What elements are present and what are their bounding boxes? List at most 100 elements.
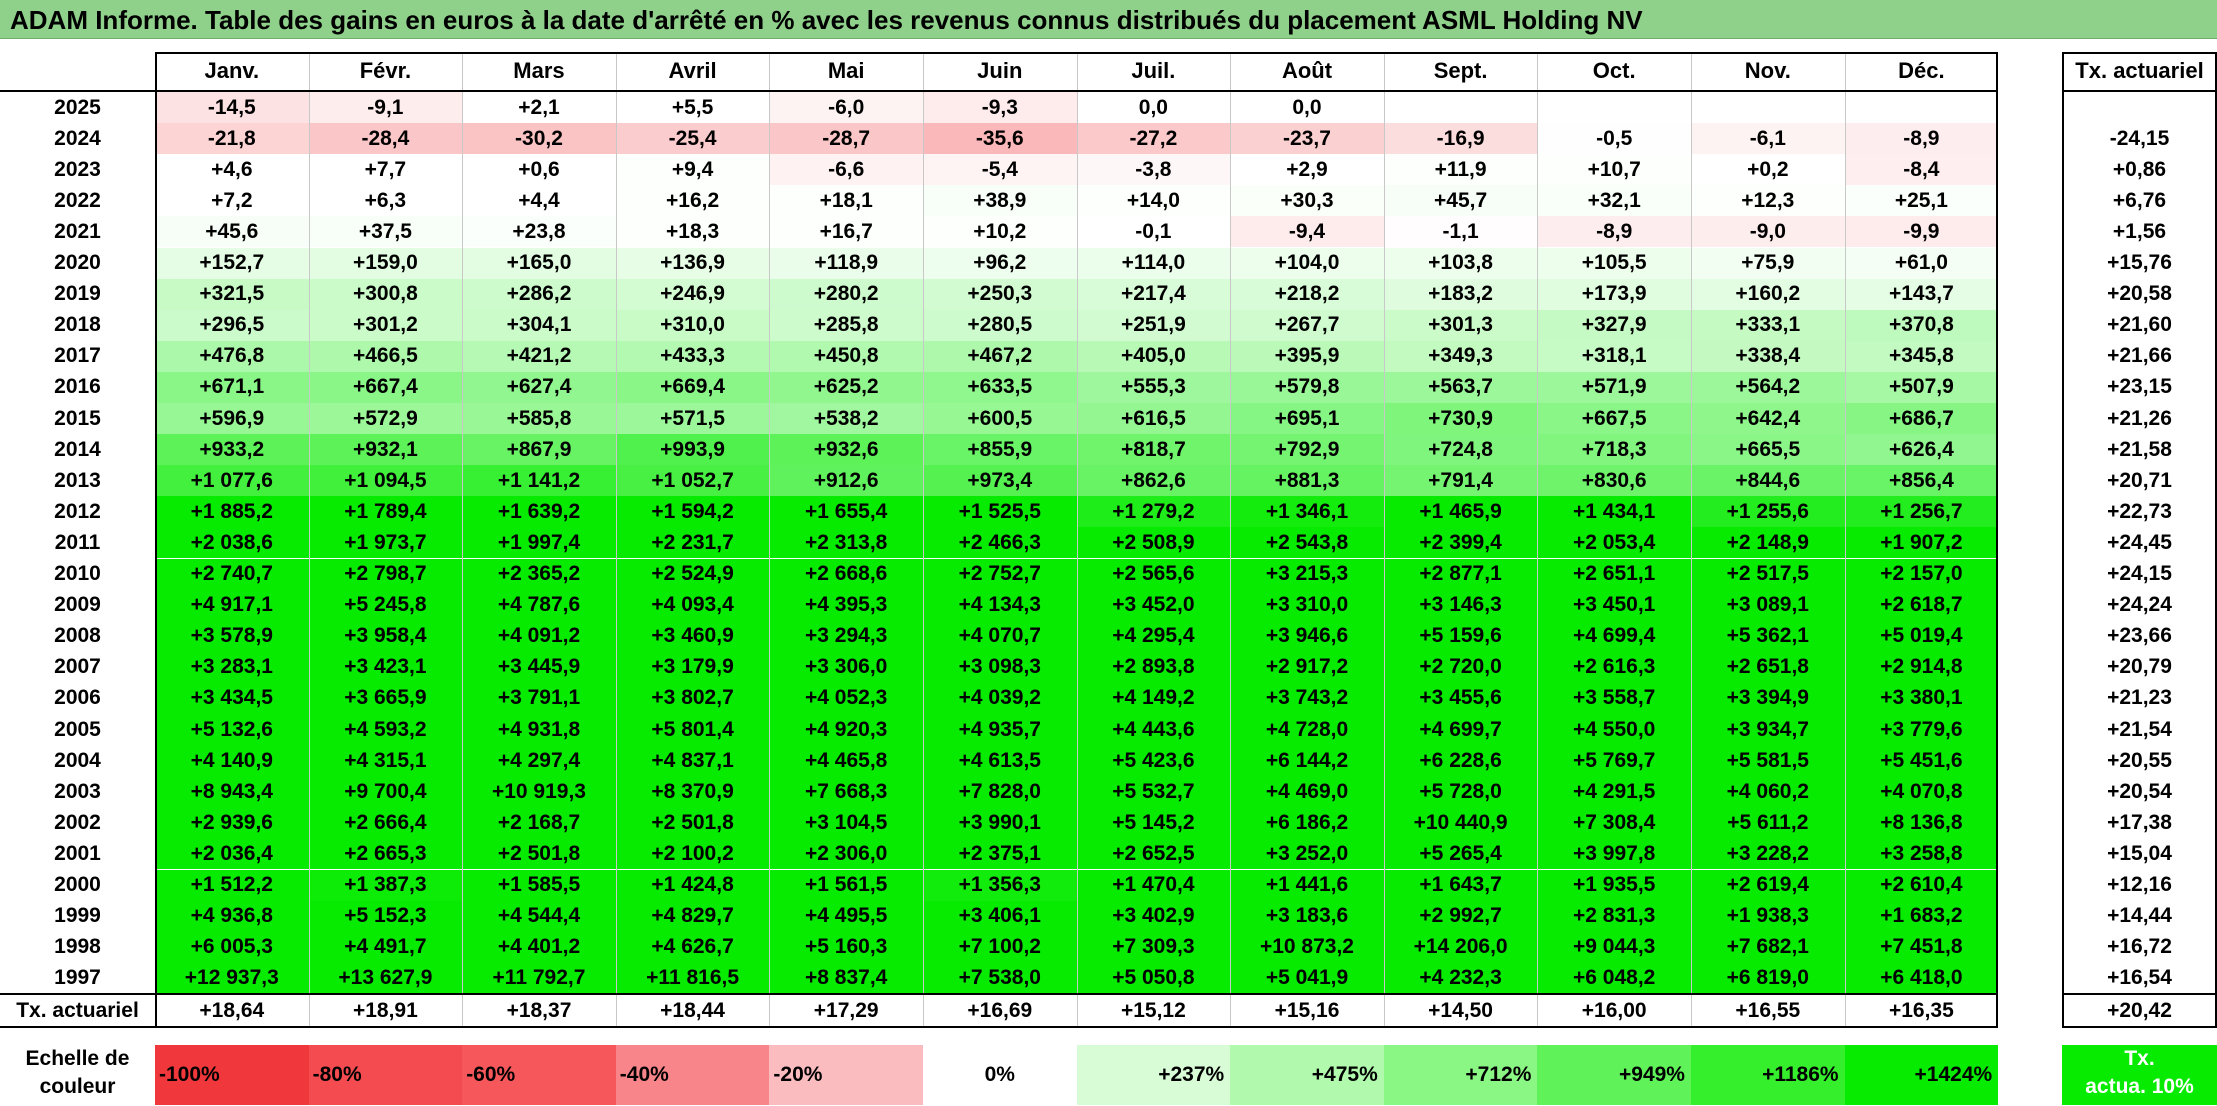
heatmap-cell: +4 936,8 [155, 900, 309, 932]
heatmap-cell: +4 039,2 [923, 682, 1077, 714]
footer-rate-cell: +16,00 [1581, 999, 1647, 1022]
heatmap-cell: +932,1 [308, 434, 463, 466]
heatmap-cell: -9,3 [923, 92, 1077, 124]
legend-swatch: +237% [1076, 1045, 1231, 1105]
heatmap-cell: +1 997,4 [462, 527, 616, 559]
heatmap-cell: +7 308,4 [1537, 807, 1691, 839]
heatmap-cell: +12 937,3 [155, 962, 309, 994]
heatmap-cell: +933,2 [155, 434, 309, 466]
annual-rate-cell: -24,15 [2109, 126, 2170, 150]
heatmap-cell: +5 245,8 [308, 589, 463, 621]
year-label: 2009 [54, 593, 101, 617]
heatmap-cell: +345,8 [1844, 340, 1999, 372]
annual-rate-cell: +24,24 [2107, 593, 2172, 617]
heatmap-cell: -9,4 [1230, 216, 1384, 248]
heatmap-cell: +1 935,5 [1537, 869, 1691, 901]
heatmap-cell: -3,8 [1076, 154, 1231, 186]
heatmap-cell: +1 907,2 [1844, 527, 1999, 559]
heatmap-cell: -28,7 [769, 123, 923, 155]
annual-rate-cell: +17,38 [2107, 810, 2172, 834]
year-label: 2007 [54, 655, 101, 679]
heatmap-cell: +5 801,4 [615, 714, 770, 746]
heatmap-cell: +792,9 [1230, 434, 1384, 466]
footer-rate-cell: +17,29 [813, 999, 879, 1022]
heatmap-cell: +2 917,2 [1230, 651, 1384, 683]
heatmap-cell: +1 256,7 [1844, 496, 1999, 528]
heatmap-cell: +724,8 [1383, 434, 1538, 466]
heatmap-cell: +246,9 [615, 278, 770, 310]
heatmap-cell: +585,8 [462, 403, 616, 435]
heatmap-cell: +105,5 [1537, 247, 1691, 279]
heatmap-cell: +327,9 [1537, 309, 1691, 341]
heatmap-cell: +1 973,7 [308, 527, 463, 559]
heatmap-cell: +160,2 [1691, 278, 1845, 310]
heatmap-cell: -6,0 [769, 92, 923, 124]
heatmap-cell: +1 639,2 [462, 496, 616, 528]
annual-rate-cell: +20,55 [2107, 748, 2172, 772]
annual-rate-cell: +6,76 [2112, 188, 2167, 212]
heatmap-cell: +2,9 [1230, 154, 1384, 186]
heatmap-cell: +4 291,5 [1537, 776, 1691, 808]
heatmap-cell: +421,2 [462, 340, 616, 372]
heatmap-cell: +304,1 [462, 309, 616, 341]
footer-rate-cell: +16,35 [1888, 999, 1954, 1022]
annual-rate-cell: +21,26 [2107, 406, 2172, 430]
heatmap-cell: -6,6 [769, 154, 923, 186]
heatmap-cell: +830,6 [1537, 465, 1691, 497]
heatmap-cell: +993,9 [615, 434, 770, 466]
year-label: 2020 [54, 251, 101, 275]
heatmap-cell: +75,9 [1691, 247, 1845, 279]
heatmap-cell: +2 524,9 [615, 558, 770, 590]
annual-rate-cell: +24,15 [2107, 562, 2172, 586]
heatmap-cell: +1 594,2 [615, 496, 770, 528]
annual-rate-cell: +0,86 [2112, 157, 2167, 181]
year-label: 2014 [54, 437, 101, 461]
heatmap-cell: +267,7 [1230, 309, 1384, 341]
legend-swatch: +1424% [1844, 1045, 1999, 1105]
heatmap-cell: +310,0 [615, 309, 770, 341]
heatmap-cell: +3 215,3 [1230, 558, 1384, 590]
year-label: 1998 [54, 935, 101, 959]
heatmap-cell: +3 310,0 [1230, 589, 1384, 621]
heatmap-cell: +285,8 [769, 309, 923, 341]
heatmap-cell: +2 053,4 [1537, 527, 1691, 559]
heatmap-cell: +2 651,1 [1537, 558, 1691, 590]
heatmap-cell: +45,6 [155, 216, 309, 248]
legend-swatch: +949% [1537, 1045, 1691, 1105]
heatmap-cell: +665,5 [1691, 434, 1845, 466]
heatmap-cell: +118,9 [769, 247, 923, 279]
month-header: Mars [513, 58, 565, 83]
heatmap-cell: +3 802,7 [615, 682, 770, 714]
annual-rate-cell: +23,15 [2107, 375, 2172, 399]
heatmap-cell: +16,2 [615, 185, 770, 217]
heatmap-cell: +2 665,3 [308, 838, 463, 870]
month-header: Janv. [204, 58, 260, 83]
heatmap-cell: +4 401,2 [462, 931, 616, 963]
heatmap-cell: +370,8 [1844, 309, 1999, 341]
heatmap-cell: +2 543,8 [1230, 527, 1384, 559]
year-label: 2024 [54, 126, 101, 150]
heatmap-cell: +3 104,5 [769, 807, 923, 839]
legend-swatch: +475% [1230, 1045, 1384, 1105]
heatmap-cell: +2 100,2 [615, 838, 770, 870]
month-header: Mai [827, 58, 865, 83]
heatmap-cell: +667,4 [308, 371, 463, 403]
heatmap-cell: +2 375,1 [923, 838, 1077, 870]
column-separator [615, 52, 617, 1028]
legend-annual-line: actua. 10% [2085, 1075, 2194, 1098]
footer-rate-cell: +15,12 [1120, 999, 1186, 1022]
annual-rate-cell: +15,76 [2107, 251, 2172, 275]
heatmap-cell: +1 938,3 [1691, 900, 1845, 932]
heatmap-cell: +2 036,4 [155, 838, 309, 870]
heatmap-cell: +301,3 [1383, 309, 1538, 341]
heatmap-cell: +3 406,1 [923, 900, 1077, 932]
heatmap-cell: +11 792,7 [462, 962, 616, 994]
heatmap-cell: +2 365,2 [462, 558, 616, 590]
footer-rate-cell: +15,16 [1274, 999, 1340, 1022]
heatmap-cell: +2 720,0 [1383, 651, 1538, 683]
heatmap-cell: +5 769,7 [1537, 745, 1691, 777]
heatmap-cell: +2 939,6 [155, 807, 309, 839]
heatmap-cell: +571,5 [615, 403, 770, 435]
heatmap-cell: +6 186,2 [1230, 807, 1384, 839]
heatmap-cell: 0,0 [1076, 92, 1231, 124]
